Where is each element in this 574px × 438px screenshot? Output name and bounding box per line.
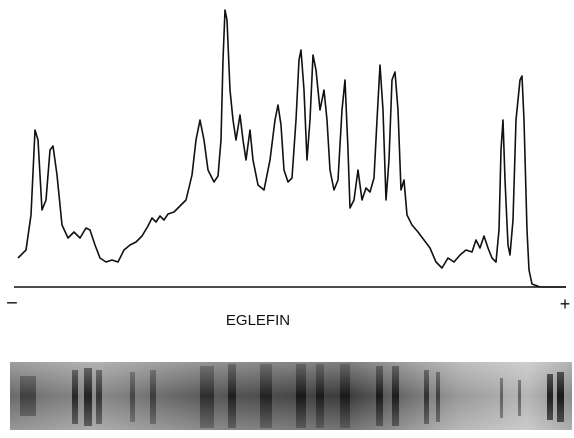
plus-sign: + — [560, 294, 571, 314]
page: − + EGLEFIN (() => { c — [0, 0, 574, 438]
caption: EGLEFIN — [226, 312, 290, 329]
minus-sign: − — [6, 292, 18, 314]
gel-strip — [10, 362, 572, 430]
gel-shading — [10, 362, 572, 430]
densitometer-trace — [18, 10, 566, 287]
figure: − + EGLEFIN — [0, 0, 574, 438]
